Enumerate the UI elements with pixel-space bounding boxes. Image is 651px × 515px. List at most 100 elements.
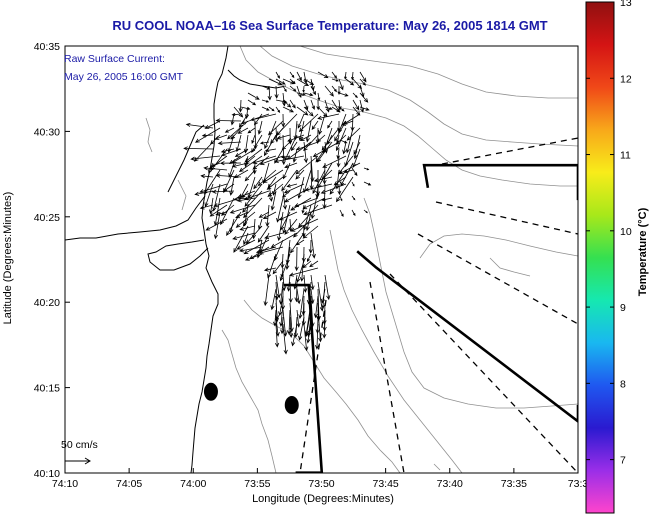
current-arrow: [289, 85, 297, 92]
current-arrow: [299, 134, 312, 141]
current-arrow: [250, 113, 277, 122]
current-arrow: [302, 85, 305, 93]
x-tick-label: 73:40: [437, 478, 463, 490]
x-tick-label: 74:00: [180, 478, 206, 490]
current-arrow: [315, 323, 320, 350]
current-arrow: [233, 225, 249, 253]
current-arrow: [238, 99, 243, 113]
current-arrow: [282, 323, 288, 355]
current-arrow: [263, 134, 277, 157]
current-arrow: [322, 183, 327, 210]
current-arrow: [244, 169, 256, 182]
current-arrow: [270, 190, 277, 211]
colorbar-tick-label: 9: [620, 302, 626, 314]
current-arrow: [317, 113, 340, 120]
current-arrow: [275, 78, 286, 85]
current-arrow: [203, 166, 228, 171]
y-tick-label: 40:20: [34, 297, 60, 309]
current-arrow: [229, 204, 256, 214]
current-arrow: [288, 316, 294, 339]
current-arrow: [257, 120, 263, 135]
current-arrow: [313, 176, 333, 183]
current-arrow: [344, 71, 347, 80]
colorbar-tick-label: 10: [620, 226, 632, 238]
current-arrow: [274, 85, 279, 99]
current-arrow: [336, 155, 341, 168]
current-arrow: [281, 190, 291, 198]
x-tick-label: 74:05: [116, 478, 142, 490]
current-arrow: [351, 71, 355, 81]
lane-extensions: [299, 137, 578, 473]
current-arrow: [238, 155, 263, 173]
colorbar-tick-label: 13: [620, 0, 632, 9]
current-arrow: [273, 309, 278, 327]
current-arrow: [305, 120, 312, 143]
current-arrow: [339, 139, 348, 144]
y-tick-label: 40:25: [34, 212, 60, 224]
current-arrow: [339, 181, 344, 186]
colorbar-tick-label: 8: [620, 378, 626, 390]
current-arrow: [224, 127, 235, 133]
current-arrow: [263, 267, 277, 272]
current-arrow: [310, 295, 315, 328]
current-arrow: [211, 189, 235, 194]
current-arrow: [338, 92, 349, 97]
current-arrow: [303, 323, 309, 352]
current-arrow: [264, 120, 277, 150]
current-arrow: [324, 99, 330, 113]
current-arrow: [194, 190, 214, 196]
colorbar-tick-label: 11: [620, 150, 631, 162]
current-arrow: [268, 78, 283, 86]
current-arrow: [239, 246, 263, 253]
current-arrow: [244, 148, 263, 163]
current-arrow: [281, 134, 286, 166]
current-arrow: [351, 167, 358, 177]
current-arrow: [351, 209, 356, 217]
scale-label: 50 cm/s: [61, 439, 98, 451]
current-vectors: [183, 71, 372, 355]
current-arrow: [342, 141, 347, 155]
current-arrow: [264, 232, 284, 240]
current-arrow: [214, 134, 228, 140]
current-arrow: [200, 174, 214, 179]
x-tick-label: 74:10: [52, 478, 78, 490]
current-arrow: [251, 134, 256, 144]
colorbar-tick-label: 7: [620, 455, 626, 467]
current-arrow: [265, 204, 270, 228]
current-arrow: [309, 260, 319, 268]
current-arrow: [275, 274, 281, 299]
current-arrow: [235, 211, 249, 219]
current-arrow: [286, 183, 298, 188]
current-arrow: [261, 85, 271, 90]
current-arrow: [274, 323, 280, 348]
current-arrow: [268, 106, 275, 112]
current-arrow: [310, 99, 315, 110]
current-arrow: [287, 134, 305, 142]
current-arrow: [278, 295, 284, 317]
current-arrow: [296, 78, 310, 87]
current-arrow: [338, 78, 344, 91]
current-arrow: [317, 309, 323, 343]
current-arrow: [238, 113, 249, 128]
current-arrow: [327, 120, 333, 129]
annotation-line-1: Raw Surface Current:: [64, 53, 165, 65]
current-arrow: [282, 106, 295, 113]
y-tick-label: 40:30: [34, 126, 60, 138]
current-arrow: [281, 113, 286, 128]
current-arrow: [295, 155, 319, 175]
current-arrow: [320, 288, 326, 304]
current-arrow: [267, 120, 284, 136]
current-arrow: [301, 204, 305, 214]
current-arrow: [306, 323, 312, 344]
current-arrow: [298, 204, 319, 228]
current-arrow: [317, 92, 321, 101]
current-arrow: [288, 281, 293, 304]
colorbar-tick-label: 12: [620, 73, 632, 85]
current-arrow: [287, 309, 292, 335]
current-arrow: [302, 260, 312, 269]
current-arrow: [256, 239, 263, 259]
current-arrow: [281, 169, 298, 192]
current-arrow: [345, 78, 355, 86]
current-arrow: [341, 120, 354, 126]
x-tick-label: 73:45: [372, 478, 398, 490]
